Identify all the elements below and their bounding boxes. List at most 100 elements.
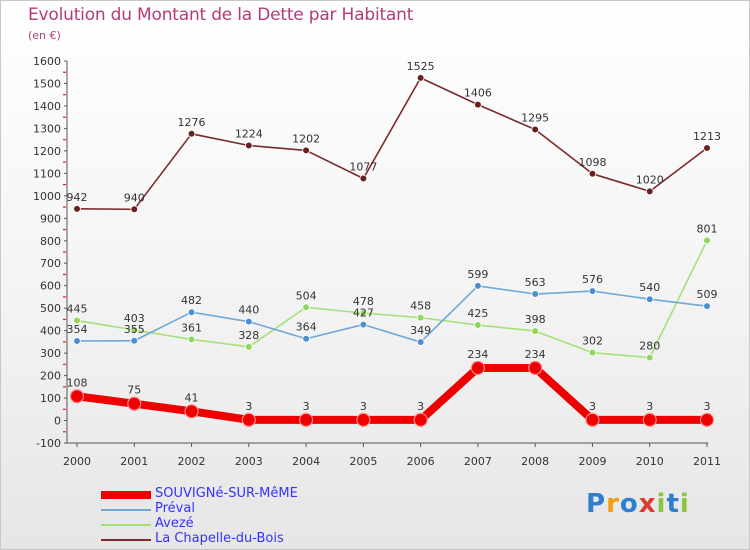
data-point <box>187 308 196 317</box>
data-label: 1077 <box>349 161 377 174</box>
data-label: 1213 <box>693 130 721 143</box>
data-point <box>531 125 539 134</box>
x-tick-label: 2005 <box>349 455 377 468</box>
y-tick-label: 500 <box>40 302 61 315</box>
series-line <box>73 363 711 424</box>
y-tick-label: 300 <box>40 347 61 360</box>
data-label: 458 <box>410 300 431 313</box>
data-point <box>359 309 368 317</box>
data-point <box>359 320 368 329</box>
data-label: 403 <box>124 312 145 325</box>
data-label: 3 <box>417 400 424 413</box>
logo-letter: i <box>679 489 690 519</box>
data-point <box>416 338 425 346</box>
data-label: 361 <box>181 321 202 334</box>
data-label: 1098 <box>578 156 606 169</box>
data-point <box>531 290 539 298</box>
data-label: 354 <box>67 323 88 336</box>
legend-label: SOUVIGNé-SUR-MêME <box>155 486 298 501</box>
y-tick-label: 800 <box>40 235 61 248</box>
data-point <box>130 205 139 214</box>
series-3 <box>73 74 711 214</box>
y-tick-label: 0 <box>54 415 61 428</box>
data-label: 425 <box>467 307 488 320</box>
data-label: 801 <box>697 223 718 236</box>
legend-swatch <box>101 524 151 526</box>
y-tick-label: 1600 <box>33 55 61 68</box>
data-label: 234 <box>525 348 546 361</box>
data-label: 504 <box>296 289 317 302</box>
data-label: 445 <box>67 303 88 316</box>
y-tick-label: 1500 <box>33 77 61 90</box>
logo-letter: i <box>656 489 667 519</box>
x-tick-label: 2002 <box>178 455 206 468</box>
chart-series <box>69 74 715 427</box>
data-point <box>416 313 425 322</box>
data-point <box>642 412 657 427</box>
data-point <box>359 174 368 183</box>
data-label: 1020 <box>636 173 664 186</box>
data-point <box>184 404 199 419</box>
data-label: 398 <box>525 313 546 326</box>
data-label: 563 <box>525 276 546 289</box>
data-point <box>588 170 597 178</box>
data-label: 427 <box>353 307 374 320</box>
data-point <box>130 336 139 345</box>
data-point <box>241 412 256 427</box>
data-label: 1224 <box>235 127 263 140</box>
legend-label: Avezé <box>155 516 194 531</box>
legend-swatch <box>101 509 151 511</box>
series-0 <box>69 360 715 427</box>
y-tick-label: 1100 <box>33 167 61 180</box>
data-point <box>73 337 81 345</box>
data-point <box>588 348 597 357</box>
data-point <box>298 412 314 427</box>
data-label: 1202 <box>292 132 320 145</box>
data-label: 1276 <box>178 116 206 129</box>
data-point <box>127 396 142 411</box>
data-label: 540 <box>639 281 660 294</box>
data-point <box>474 321 482 329</box>
data-label: 3 <box>303 400 310 413</box>
data-point <box>474 282 482 290</box>
chart-title: Evolution du Montant de la Dette par Hab… <box>28 5 414 25</box>
x-tick-label: 2006 <box>407 455 435 468</box>
chart-axes: -100 0 100 200 300 400 500 600 700 800 900 1000 1100… <box>33 55 721 468</box>
y-tick-label: 700 <box>40 257 61 270</box>
x-tick-label: 2000 <box>63 455 91 468</box>
data-point <box>703 236 711 245</box>
data-point <box>356 412 371 427</box>
x-tick-label: 2001 <box>120 455 148 468</box>
data-label: 3 <box>245 400 252 413</box>
data-point <box>302 303 310 312</box>
x-tick-label: 2009 <box>578 455 606 468</box>
chart-unit: (en €) <box>28 29 61 42</box>
logo-letter: t <box>666 489 680 519</box>
y-tick-label: 1000 <box>33 190 61 203</box>
data-label: 940 <box>124 191 145 204</box>
y-tick-label: 1300 <box>33 122 61 135</box>
data-point <box>413 412 428 427</box>
data-label: 1406 <box>464 87 492 100</box>
data-label: 75 <box>127 384 141 397</box>
data-label: 364 <box>296 321 317 334</box>
data-label: 349 <box>410 324 431 337</box>
x-tick-label: 2004 <box>292 455 320 468</box>
data-point <box>416 74 425 82</box>
data-point <box>302 334 310 343</box>
data-label: 3 <box>589 400 596 413</box>
y-tick-label: 1200 <box>33 145 61 158</box>
data-label: 3 <box>646 400 653 413</box>
logo-letter: o <box>619 489 639 519</box>
data-label: 509 <box>697 288 718 301</box>
data-label: 440 <box>238 304 259 317</box>
data-label: 576 <box>582 273 603 286</box>
proxiti-logo: Proxiti <box>586 489 690 519</box>
series-1 <box>73 282 711 346</box>
x-tick-label: 2008 <box>521 455 549 468</box>
data-point <box>585 412 600 427</box>
data-label: 328 <box>238 329 259 342</box>
data-point <box>588 287 597 295</box>
data-label: 355 <box>124 323 145 336</box>
